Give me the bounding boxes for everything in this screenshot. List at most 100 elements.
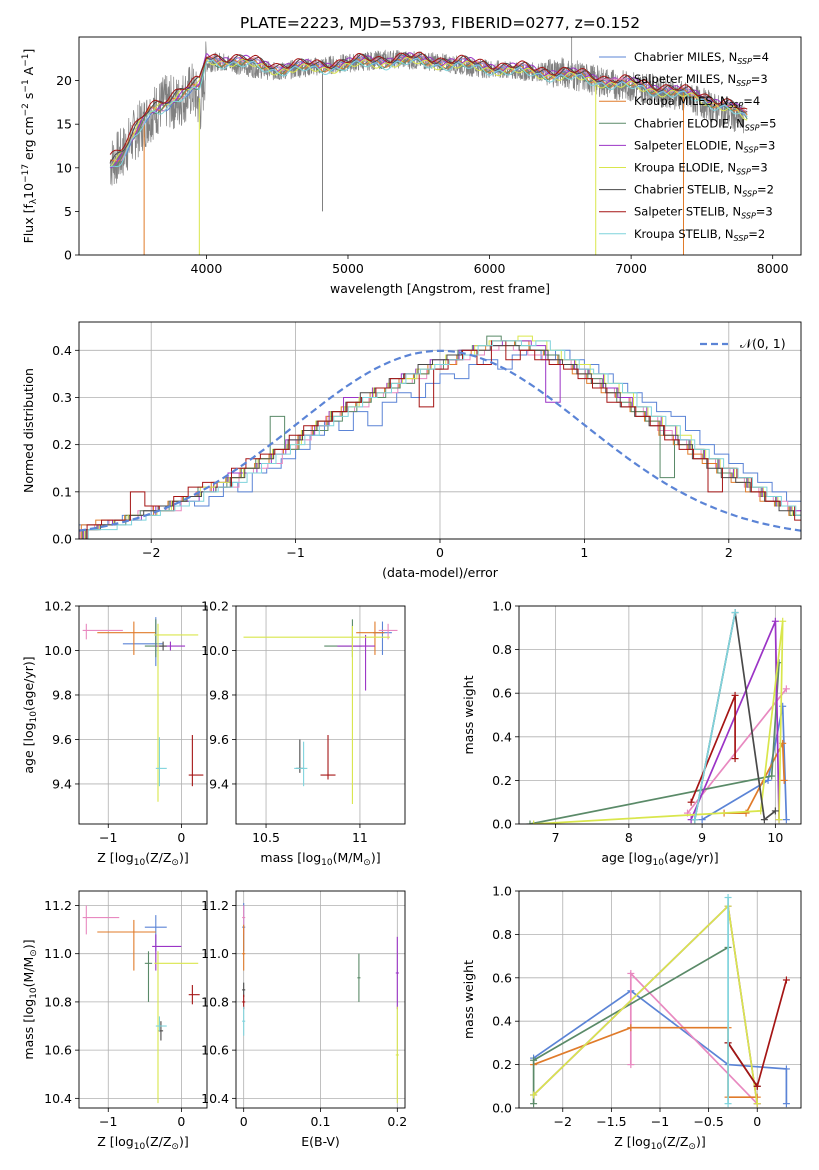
label-part: 10 (653, 858, 665, 868)
label-part: ⊙ (171, 1142, 179, 1152)
label-part: A (21, 66, 36, 79)
label-part: log (21, 722, 36, 741)
legend-sub: SSP (736, 168, 751, 177)
axes-frame (518, 890, 802, 1109)
label-part: age [ (601, 850, 633, 865)
legend-sub: SSP (737, 57, 752, 66)
y-tick-label: 9.8 (209, 687, 229, 702)
y-tick-label: 20 (56, 73, 72, 88)
x-tick-label: 4000 (191, 261, 223, 276)
legend-text: Chabrier STELIB, N (634, 183, 742, 197)
model-line-2 (110, 55, 748, 162)
label-part: Z [ (614, 1134, 631, 1149)
y-tick-label: 11.2 (44, 898, 72, 913)
y-tick-label: 0.4 (492, 729, 512, 744)
legend-tail: =3 (756, 205, 773, 219)
label-part: s (21, 93, 36, 104)
x-tick-label: −0.5 (693, 1114, 723, 1129)
label-part: 10 (134, 858, 146, 868)
axes-frame (518, 605, 802, 825)
legend-text: Kroupa MILES, N (634, 94, 729, 108)
label-part: age [ (21, 742, 36, 774)
x-tick-label: 0 (177, 1114, 185, 1129)
label-part: E(B-V) (301, 1134, 340, 1149)
axes-frame (78, 36, 802, 256)
y-tick-label: 0.2 (492, 773, 512, 788)
x-tick-label: 8000 (757, 261, 789, 276)
label-part: (age/yr)] (21, 656, 36, 711)
model-line-6 (109, 52, 748, 163)
y-tick-label: 9.4 (209, 776, 229, 791)
y-axis-label: Flux [fλ10−17 erg cm−2 s−1 A−1] (21, 49, 39, 244)
y-tick-label: 0.2 (52, 437, 72, 452)
panel-mass_vs_ebv: 0 0.1 0.2 10.4 10.6 10.8 11.0 11.2 E(B-V) (201, 890, 407, 1149)
y-tick-label: 10.4 (201, 1091, 229, 1106)
plot-area (109, 37, 748, 255)
hist-step-5 (84, 335, 801, 539)
legend-label: Chabrier STELIB, NSSP=2 (634, 183, 774, 199)
legend-text: Chabrier MILES, N (634, 50, 737, 64)
legend-label: Kroupa ELODIE, NSSP=3 (634, 161, 768, 177)
y-axis-label: age [log10(age/yr)] (21, 656, 39, 773)
panel-spectrum: 4000 5000 6000 7000 8000 0 5 10 15 20 wavelength [… (21, 36, 802, 296)
label-part: log (115, 850, 134, 865)
legend-tail: =2 (748, 227, 765, 241)
weight-line-0 (701, 706, 788, 821)
label-part: ] (21, 49, 36, 54)
x-tick-label: −1 (99, 1114, 117, 1129)
y-tick-label: 10.2 (44, 599, 72, 614)
legend-text: Kroupa ELODIE, N (634, 161, 736, 175)
hist-step-7 (86, 340, 801, 539)
legend-text: Chabrier ELODIE, N (634, 116, 745, 130)
y-axis-label: mass weight (461, 675, 476, 754)
legend-tail: =3 (758, 138, 775, 152)
x-axis-label: Z [log10(Z/Z⊙)] (97, 850, 188, 868)
y-tick-label: 0.0 (492, 817, 512, 832)
x-tick-label: −1 (651, 1114, 669, 1129)
x-tick-label: −1 (99, 830, 117, 845)
legend-label: Chabrier ELODIE, NSSP=5 (634, 116, 776, 132)
x-tick-label: −2 (142, 545, 160, 560)
label-part: )] (179, 1134, 189, 1149)
hist-step-3 (81, 335, 801, 539)
weight-line-4 (533, 904, 759, 1104)
x-tick-label: 0 (753, 1114, 761, 1129)
label-part: log (632, 1134, 651, 1149)
panel-massweight_vs_Z: −2 −1.5 −1 −0.5 0 0.0 0.2 0.4 0.6 0.8 1.0 Z [log10(… (461, 884, 802, 1152)
y-axis-label: Normed distribution (21, 368, 36, 493)
y-tick-label: 10.0 (201, 643, 229, 658)
label-part: mass weight (461, 675, 476, 754)
hist-step-1 (79, 345, 801, 539)
x-tick-label: 0.2 (387, 1114, 407, 1129)
label-part: )] (21, 939, 36, 949)
axes-frame (78, 605, 208, 825)
legend-tail: =4 (752, 50, 769, 64)
plot-area (526, 609, 790, 824)
label-part: ⊙ (171, 858, 179, 868)
y-tick-label: 0.2 (492, 1057, 512, 1072)
label-part: −2 (21, 103, 31, 116)
panel-mass_vs_Z: −1 010.410.610.811.011.2Z [log10(Z/Z⊙)]ma… (21, 890, 208, 1152)
legend-text: Kroupa STELIB, N (634, 227, 734, 241)
y-tick-label: 9.6 (52, 732, 72, 747)
hist-step-6 (85, 345, 801, 539)
label-part: erg cm (21, 116, 36, 164)
axes-frame (235, 890, 406, 1109)
y-tick-label: 9.8 (52, 687, 72, 702)
x-tick-label: 7000 (615, 261, 647, 276)
label-part: )] (371, 850, 381, 865)
label-part: −17 (21, 164, 31, 183)
legend-tail: =3 (751, 72, 768, 86)
plot-area (82, 617, 204, 802)
legend-sub: SSP (734, 234, 749, 243)
label-part: −1 (21, 79, 31, 92)
label-part: Flux [ (21, 209, 36, 244)
y-axis-label: mass [log10(M/M⊙)] (21, 939, 39, 1059)
y-tick-label: 0.6 (492, 970, 512, 985)
label-part: )] (179, 850, 189, 865)
x-tick-label: 9 (698, 830, 706, 845)
label-part: 10 (29, 711, 39, 723)
y-axis-label: mass weight (461, 960, 476, 1039)
y-tick-label: 5 (64, 204, 72, 219)
legend-tail: =5 (760, 116, 777, 130)
